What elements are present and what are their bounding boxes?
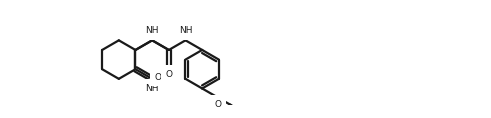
Text: O: O <box>215 100 222 109</box>
Text: O: O <box>165 70 172 78</box>
Text: NH: NH <box>145 84 159 93</box>
Text: NH: NH <box>179 26 192 35</box>
Text: O: O <box>155 73 162 82</box>
Text: NH: NH <box>145 26 159 35</box>
